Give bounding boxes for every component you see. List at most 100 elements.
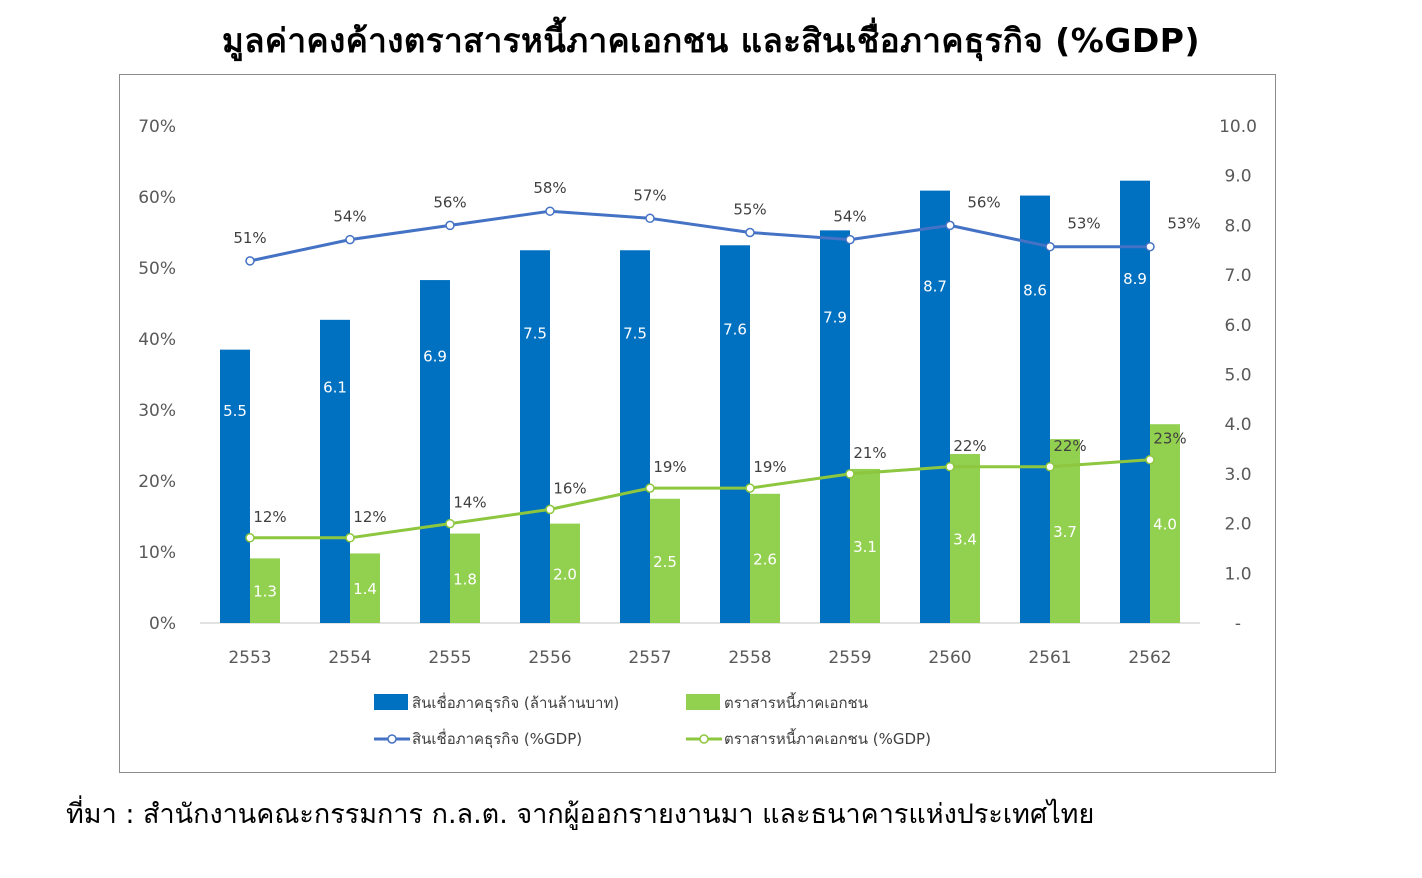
line-corporate-bond-gdp-data-label: 19%: [653, 458, 686, 476]
bar-corporate-bond: [550, 523, 580, 623]
line-business-credit-gdp-point: [1045, 241, 1055, 252]
line-corporate-bond-gdp-point: [945, 462, 955, 472]
bar-business-credit-label: 8.7: [923, 278, 947, 296]
right-axis-tick-label: 1.0: [1224, 564, 1251, 584]
line-corporate-bond-gdp-data-label: 23%: [1153, 430, 1186, 448]
bar-business-credit: [220, 349, 250, 623]
legend-label-business-credit: สินเชื่อภาคธุรกิจ (ล้านล้านบาท): [412, 692, 619, 713]
bar-corporate-bond: [250, 558, 280, 623]
line-corporate-bond-gdp-point: [345, 533, 355, 543]
x-axis-tick-label: 2556: [528, 648, 571, 668]
line-business-credit-gdp-point: [1145, 241, 1155, 252]
left-axis-tick-label: 70%: [138, 117, 176, 137]
line-business-credit-gdp-data-label: 54%: [833, 208, 866, 226]
line-business-credit-gdp-point: [645, 213, 655, 224]
left-axis-tick-label: 60%: [138, 188, 176, 208]
bar-business-credit: [520, 250, 550, 623]
line-corporate-bond-gdp-point: [245, 533, 255, 543]
line-corporate-bond-gdp-data-label: 19%: [753, 458, 786, 476]
line-corporate-bond-gdp-data-label: 14%: [453, 494, 486, 512]
chart-frame: 0% 10% 20% 30% 40% 50% 60% 70% - 1.0 2.0 3.0 4.0 5.0 6…: [119, 74, 1276, 773]
line-business-credit-gdp-data-label: 56%: [967, 193, 1000, 211]
x-axis-tick-label: 2553: [228, 648, 271, 668]
line-corporate-bond-gdp-point: [445, 518, 455, 529]
bar-business-credit-label: 8.6: [1023, 282, 1047, 300]
bar-corporate-bond: [450, 533, 480, 623]
line-business-credit-gdp-point: [845, 234, 855, 245]
legend-swatch-business-credit: [374, 694, 408, 710]
bar-corporate-bond-label: 3.1: [853, 538, 877, 556]
bar-business-credit-label: 6.9: [423, 348, 447, 366]
bar-business-credit: [420, 280, 450, 623]
x-axis-tick-label: 2562: [1128, 648, 1171, 668]
line-business-credit-gdp-data-label: 51%: [233, 229, 266, 247]
line-corporate-bond-gdp-point: [745, 483, 755, 493]
line-business-credit-gdp-point: [245, 256, 255, 266]
bar-corporate-bond: [850, 468, 880, 623]
line-business-credit-gdp-point: [445, 220, 455, 231]
line-corporate-bond-gdp-point: [645, 483, 655, 493]
left-axis-tick-label: 30%: [138, 401, 176, 421]
chart-svg: 0% 10% 20% 30% 40% 50% 60% 70% - 1.0 2.0 3.0 4.0 5.0 6…: [138, 117, 1257, 749]
bar-business-credit-label: 6.1: [323, 379, 347, 397]
right-axis-tick-label: 2.0: [1224, 515, 1251, 535]
line-corporate-bond-gdp-point: [845, 469, 855, 479]
line-corporate-bond-gdp-data-label: 16%: [553, 479, 586, 497]
right-axis-tick-label: -: [1235, 614, 1241, 634]
line-business-credit-gdp-data-label: 54%: [333, 208, 366, 226]
bar-business-credit-label: 5.5: [223, 402, 247, 420]
line-business-credit-gdp-point: [345, 234, 355, 245]
legend-label-corporate-bond: ตราสารหนี้ภาคเอกชน: [724, 692, 868, 712]
bar-corporate-bond: [1050, 439, 1080, 623]
left-axis-tick-label: 40%: [138, 330, 176, 350]
line-business-credit-gdp-data-label: 53%: [1067, 215, 1100, 233]
right-axis-tick-label: 3.0: [1224, 465, 1251, 485]
bar-business-credit-label: 7.5: [623, 324, 647, 342]
right-axis-tick-label: 9.0: [1224, 167, 1251, 187]
chart-title: มูลค่าคงค้างตราสารหนี้ภาคเอกชน และสินเชื…: [221, 21, 1201, 60]
right-axis-tick-label: 8.0: [1224, 216, 1251, 236]
bar-corporate-bond-label: 1.3: [253, 583, 277, 601]
legend-swatch-corporate-bond: [686, 694, 720, 710]
bar-corporate-bond: [650, 498, 680, 623]
line-corporate-bond-gdp-data-label: 21%: [853, 444, 886, 462]
source-note: ที่มา : สำนักงานคณะกรรมการ ก.ล.ต. จากผู้…: [66, 799, 1095, 830]
bar-corporate-bond-label: 2.6: [753, 550, 777, 568]
line-corporate-bond-gdp-data-label: 12%: [353, 508, 386, 526]
bar-business-credit: [320, 319, 350, 623]
legend-label-business-credit-gdp: สินเชื่อภาคธุรกิจ (%GDP): [412, 728, 582, 749]
bar-corporate-bond: [1150, 424, 1180, 623]
left-axis-tick-label: 20%: [138, 472, 176, 492]
line-business-credit-gdp-point: [945, 220, 955, 231]
bar-corporate-bond-label: 3.4: [953, 531, 977, 549]
line-business-credit-gdp-data-label: 56%: [433, 193, 466, 211]
right-axis-tick-label: 4.0: [1224, 415, 1251, 435]
x-axis-tick-label: 2559: [828, 648, 871, 668]
bar-business-credit: [720, 245, 750, 623]
right-axis-tick-label: 7.0: [1224, 266, 1251, 286]
left-axis-tick-label: 0%: [149, 614, 176, 634]
left-axis-tick-label: 10%: [138, 543, 176, 563]
bar-corporate-bond-label: 4.0: [1153, 516, 1177, 534]
line-corporate-bond-gdp-data-label: 22%: [953, 437, 986, 455]
right-axis-tick-label: 6.0: [1224, 316, 1251, 336]
bar-business-credit: [620, 250, 650, 623]
line-business-credit-gdp-point: [545, 206, 555, 216]
bar-business-credit: [920, 190, 950, 624]
bar-business-credit-label: 7.9: [823, 309, 847, 327]
bar-business-credit-label: 8.9: [1123, 270, 1147, 288]
line-business-credit-gdp-data-label: 58%: [533, 179, 566, 197]
legend-marker-business-credit-gdp: [387, 734, 397, 744]
legend-label-corporate-bond-gdp: ตราสารหนี้ภาคเอกชน (%GDP): [724, 728, 931, 748]
line-corporate-bond-gdp-line: [250, 458, 1151, 540]
legend-marker-corporate-bond-gdp: [699, 734, 709, 744]
bar-corporate-bond-label: 3.7: [1053, 523, 1077, 541]
line-business-credit-gdp-point: [745, 227, 755, 238]
x-axis-tick-label: 2557: [628, 648, 671, 668]
x-axis-tick-label: 2555: [428, 648, 471, 668]
x-axis-tick-label: 2561: [1028, 648, 1071, 668]
right-axis-tick-label: 10.0: [1219, 117, 1257, 137]
line-corporate-bond-gdp-point: [1145, 454, 1155, 465]
bar-business-credit: [820, 230, 850, 623]
bar-corporate-bond-label: 1.4: [353, 580, 377, 598]
